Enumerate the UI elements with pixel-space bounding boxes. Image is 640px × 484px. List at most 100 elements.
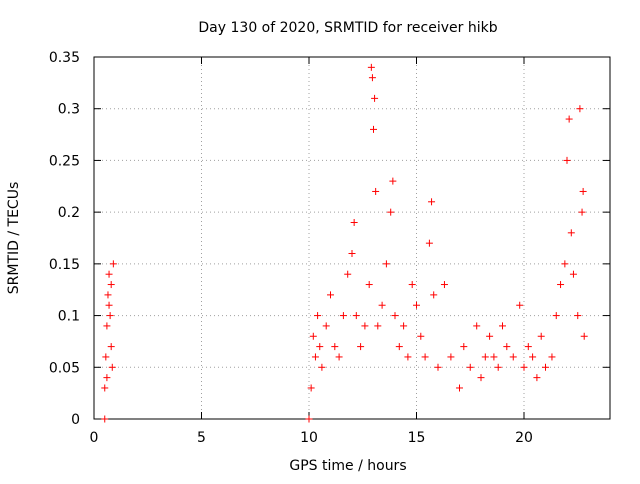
data-point bbox=[314, 312, 322, 320]
data-point bbox=[486, 332, 494, 340]
data-point bbox=[499, 322, 506, 330]
data-point bbox=[102, 353, 110, 361]
y-tick-label: 0.35 bbox=[49, 50, 80, 66]
data-point bbox=[103, 374, 111, 382]
data-point bbox=[516, 301, 524, 309]
data-point bbox=[331, 343, 339, 351]
data-point bbox=[430, 291, 438, 299]
data-point bbox=[533, 374, 541, 382]
data-point bbox=[108, 363, 116, 371]
data-point bbox=[378, 301, 386, 309]
data-point bbox=[387, 208, 395, 216]
data-point bbox=[578, 208, 586, 216]
data-point bbox=[352, 312, 360, 320]
plot-border bbox=[93, 56, 611, 420]
x-tick-label: 10 bbox=[300, 430, 318, 446]
data-point bbox=[101, 415, 109, 423]
data-point bbox=[490, 353, 498, 361]
y-tick-label: 0.1 bbox=[58, 309, 80, 325]
data-point bbox=[318, 363, 326, 371]
data-point bbox=[109, 260, 117, 268]
data-point bbox=[557, 281, 565, 289]
data-point bbox=[494, 363, 502, 371]
y-tick-label: 0.3 bbox=[58, 102, 80, 118]
data-point bbox=[350, 218, 358, 226]
data-point bbox=[372, 187, 380, 195]
x-tick-label: 15 bbox=[408, 430, 426, 446]
data-point bbox=[537, 332, 545, 340]
data-point bbox=[509, 353, 517, 361]
data-point bbox=[370, 125, 377, 133]
data-point bbox=[542, 363, 549, 371]
data-point bbox=[548, 353, 556, 361]
data-point bbox=[417, 332, 425, 340]
data-point bbox=[339, 312, 347, 320]
data-point bbox=[552, 312, 560, 320]
data-point bbox=[456, 384, 463, 392]
data-point bbox=[395, 343, 403, 351]
plot-frame bbox=[93, 56, 611, 420]
data-point bbox=[389, 177, 397, 185]
data-point bbox=[311, 353, 319, 361]
data-point bbox=[440, 281, 448, 289]
data-point bbox=[309, 332, 317, 340]
data-point bbox=[348, 250, 356, 258]
y-tick-label: 0.25 bbox=[49, 153, 80, 169]
data-point bbox=[481, 353, 489, 361]
data-point bbox=[107, 281, 115, 289]
data-point bbox=[408, 281, 416, 289]
data-point bbox=[466, 363, 474, 371]
data-point bbox=[576, 105, 584, 113]
data-point bbox=[400, 322, 408, 330]
tick-labels: 0 5 10 15 20 0 0.05 0.1 0.15 0.2 0.25 0.3 0.35 bbox=[49, 50, 533, 446]
chart-title: Day 130 of 2020, SRMTID for receiver hik… bbox=[198, 20, 497, 36]
data-point bbox=[425, 239, 433, 247]
data-point bbox=[316, 343, 324, 351]
data-point bbox=[421, 353, 429, 361]
data-point bbox=[434, 363, 442, 371]
data-point bbox=[361, 322, 369, 330]
y-tick-label: 0.2 bbox=[58, 205, 80, 221]
data-point bbox=[473, 322, 481, 330]
data-point bbox=[105, 301, 113, 309]
data-point bbox=[365, 281, 373, 289]
data-point bbox=[567, 229, 575, 237]
y-tick-label: 0.15 bbox=[49, 257, 80, 273]
data-point bbox=[103, 322, 111, 330]
y-tick-label: 0 bbox=[71, 412, 80, 428]
y-axis-label: SRMTID / TECUs bbox=[6, 182, 22, 295]
data-point bbox=[404, 353, 412, 361]
data-point bbox=[524, 343, 532, 351]
data-point bbox=[106, 312, 114, 320]
data-point bbox=[344, 270, 352, 278]
data-point bbox=[322, 322, 330, 330]
data-point bbox=[561, 260, 569, 268]
grid-lines bbox=[94, 57, 610, 419]
data-point bbox=[580, 332, 588, 340]
data-point bbox=[382, 260, 390, 268]
data-point bbox=[101, 384, 109, 392]
data-point bbox=[368, 74, 376, 82]
data-point bbox=[327, 291, 334, 299]
data-point bbox=[104, 291, 112, 299]
data-point bbox=[335, 353, 343, 361]
data-point bbox=[374, 322, 382, 330]
data-point bbox=[307, 384, 315, 392]
data-point bbox=[563, 156, 571, 164]
x-axis-label: GPS time / hours bbox=[289, 458, 406, 474]
data-point bbox=[477, 374, 485, 382]
x-tick-label: 0 bbox=[90, 430, 99, 446]
data-point bbox=[367, 63, 375, 71]
data-point bbox=[569, 270, 577, 278]
data-point bbox=[105, 270, 113, 278]
data-point bbox=[574, 312, 582, 320]
data-point bbox=[391, 312, 399, 320]
data-point bbox=[413, 301, 420, 309]
data-point bbox=[520, 363, 528, 371]
data-point bbox=[305, 415, 313, 423]
data-point bbox=[371, 94, 379, 102]
axis-ticks bbox=[93, 56, 610, 420]
x-tick-label: 20 bbox=[515, 430, 533, 446]
